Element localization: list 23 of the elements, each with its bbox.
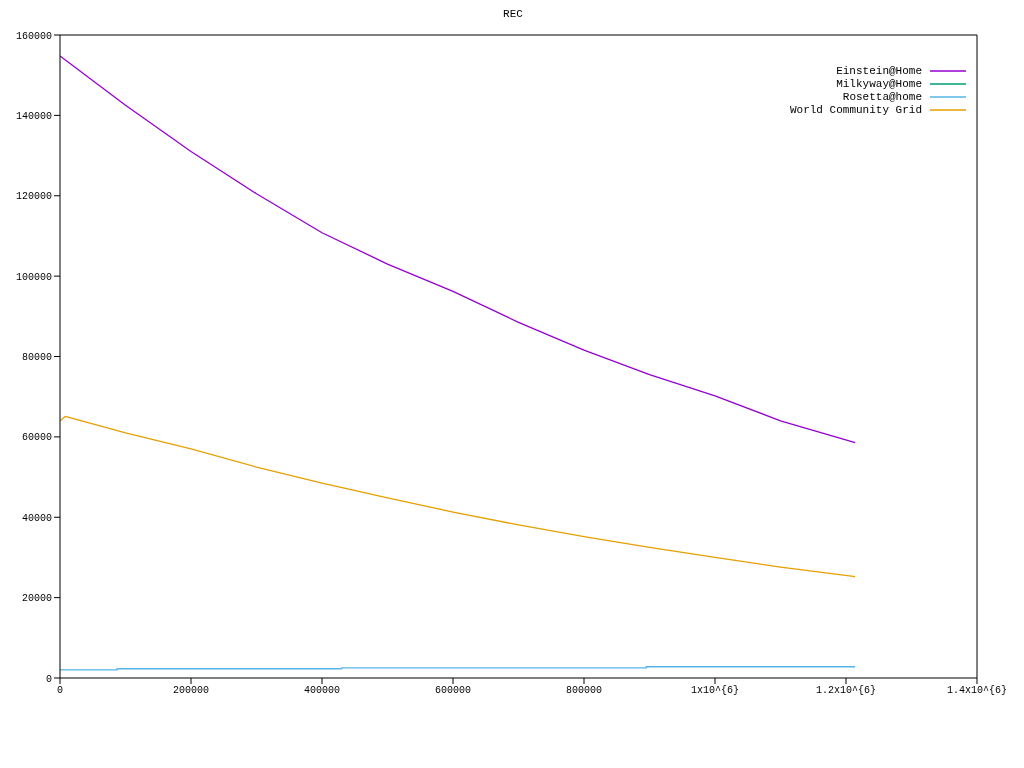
y-tick-label: 20000 bbox=[21, 593, 52, 605]
x-tick-label: 0 bbox=[56, 685, 64, 697]
x-tick-label: 400000 bbox=[303, 685, 341, 697]
y-tick-label: 0 bbox=[45, 673, 52, 685]
x-tick-label: 200000 bbox=[172, 685, 210, 697]
x-tick-label: 600000 bbox=[434, 685, 472, 697]
x-tick-label: 1x10^{6} bbox=[690, 685, 740, 697]
y-tick-label: 80000 bbox=[21, 352, 52, 364]
y-tick-label: 160000 bbox=[15, 30, 52, 42]
legend-label: World Community Grid bbox=[789, 103, 922, 116]
y-tick-label: 140000 bbox=[15, 110, 52, 122]
y-tick-label: 40000 bbox=[21, 512, 52, 524]
legend-label: Einstein@Home bbox=[836, 64, 922, 77]
line-series bbox=[60, 415, 856, 578]
legend-label: Milkyway@Home bbox=[836, 77, 922, 90]
chart-title: REC bbox=[502, 8, 524, 22]
y-tick-label: 60000 bbox=[21, 432, 52, 444]
y-tick-label: 120000 bbox=[15, 191, 52, 203]
x-tick-label: 1.2x10^{6} bbox=[815, 685, 877, 697]
y-tick-label: 100000 bbox=[15, 271, 52, 283]
x-tick-label: 1.4x10^{6} bbox=[946, 685, 1008, 697]
x-tick-label: 800000 bbox=[565, 685, 603, 697]
legend-label: Rosetta@home bbox=[842, 90, 922, 103]
